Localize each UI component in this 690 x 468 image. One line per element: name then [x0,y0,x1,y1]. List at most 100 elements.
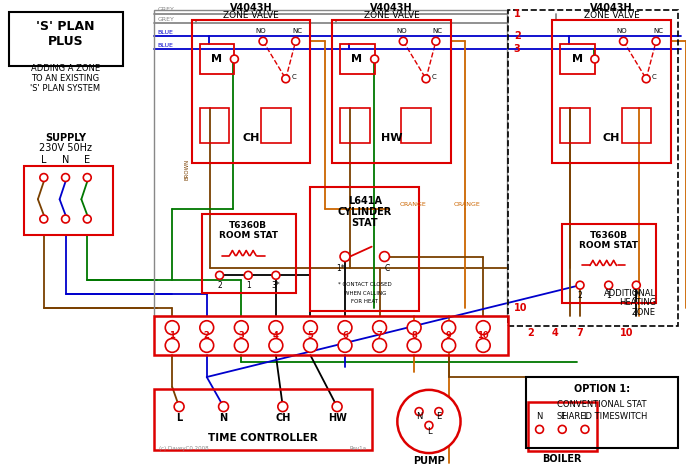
Circle shape [332,402,342,411]
Text: 1: 1 [514,8,521,19]
Bar [200,109,230,143]
Circle shape [166,338,179,352]
Bar [340,109,370,143]
Text: BLUE: BLUE [157,43,173,48]
Text: 2: 2 [514,31,521,41]
Text: WHEN CALLING: WHEN CALLING [344,291,386,296]
Text: NO: NO [396,29,406,34]
Circle shape [304,321,317,335]
Circle shape [400,37,407,45]
Circle shape [235,321,248,335]
Circle shape [642,75,650,83]
Text: E: E [436,412,442,421]
Text: 'S' PLAN: 'S' PLAN [37,20,95,33]
Text: 5: 5 [308,331,313,340]
Text: V4043H: V4043H [230,3,273,13]
Text: CYLINDER: CYLINDER [337,207,392,217]
Text: 1: 1 [169,331,175,340]
Text: C: C [431,74,436,80]
Text: E: E [560,412,565,421]
Circle shape [397,390,460,453]
Text: 3: 3 [239,331,244,340]
Text: N: N [416,412,422,421]
Text: 2: 2 [527,328,534,337]
Bar [340,44,375,74]
Text: C: C [652,74,656,80]
Text: 10: 10 [477,331,489,340]
Text: SUPPLY: SUPPLY [45,133,86,143]
Circle shape [304,338,317,352]
Circle shape [340,252,350,262]
Circle shape [259,37,267,45]
Circle shape [83,215,91,223]
Text: (c) DaveyC0 2008: (c) DaveyC0 2008 [159,446,209,451]
Bar [261,109,290,143]
Text: 2: 2 [204,331,210,340]
Circle shape [338,321,352,335]
Text: L: L [426,427,431,436]
Text: T6360B: T6360B [229,221,267,230]
Bar [528,402,597,451]
Circle shape [476,338,490,352]
Bar [155,389,372,450]
Text: ZONE VALVE: ZONE VALVE [584,11,640,20]
Text: 6: 6 [342,331,348,340]
Bar [201,214,295,293]
Circle shape [632,281,640,289]
Circle shape [576,281,584,289]
Text: N: N [62,155,69,165]
Circle shape [476,321,490,335]
Circle shape [272,271,280,279]
Text: ZONE VALVE: ZONE VALVE [224,11,279,20]
Text: 2: 2 [578,291,582,300]
Bar [24,166,113,235]
Text: C: C [291,74,296,80]
Bar [155,10,507,316]
Text: V4043H: V4043H [591,3,633,13]
Circle shape [435,408,443,416]
Text: CONVENTIONAL STAT: CONVENTIONAL STAT [557,400,647,409]
Circle shape [200,338,214,352]
Circle shape [558,425,566,433]
Text: BOILER: BOILER [542,454,582,464]
Text: HW: HW [381,133,402,143]
Text: 10: 10 [620,328,633,337]
Text: STAT: STAT [351,218,378,228]
Text: 4: 4 [273,331,279,340]
Circle shape [604,281,613,289]
Text: TIME CONTROLLER: TIME CONTROLLER [208,433,318,443]
Text: M: M [351,54,362,64]
Bar [332,20,451,163]
Circle shape [415,408,423,416]
Text: L: L [176,414,182,424]
Text: Rev1a: Rev1a [350,446,366,451]
Text: L641A: L641A [348,196,382,206]
Text: 2: 2 [217,281,222,290]
Text: NC: NC [293,29,303,34]
Text: N: N [219,414,228,424]
Circle shape [591,55,599,63]
Text: 3: 3 [514,44,521,54]
Text: 8: 8 [411,331,417,340]
Circle shape [40,215,48,223]
Circle shape [535,425,544,433]
Bar [200,44,235,74]
Text: HEATING: HEATING [619,299,656,307]
Circle shape [432,37,440,45]
Text: TO AN EXISTING: TO AN EXISTING [32,74,99,83]
Bar [526,377,678,448]
Text: 3*: 3* [271,281,280,290]
Text: PUMP: PUMP [413,456,445,466]
Circle shape [407,321,421,335]
Text: ROOM STAT: ROOM STAT [219,231,277,240]
Text: 230V 50Hz: 230V 50Hz [39,143,92,153]
Text: SHARED TIMESWITCH: SHARED TIMESWITCH [557,412,647,421]
Circle shape [581,425,589,433]
Text: 1: 1 [607,291,611,300]
Circle shape [269,338,283,352]
Text: CH: CH [603,133,620,143]
Bar [9,12,123,66]
Text: V4043H: V4043H [370,3,413,13]
Bar [192,20,310,163]
Circle shape [216,271,224,279]
